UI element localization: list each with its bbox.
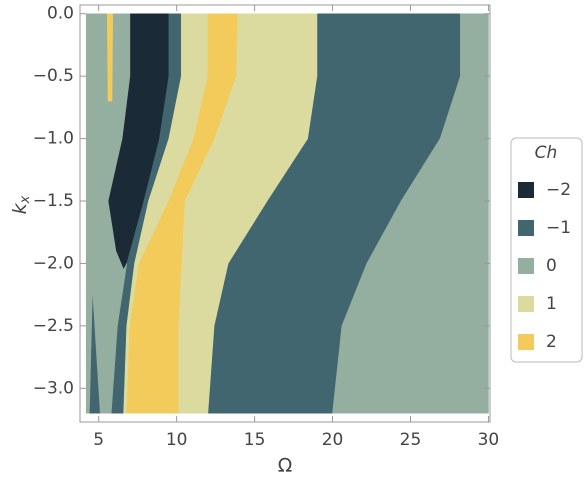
x-tick-label: 10 [166, 430, 188, 450]
legend-swatch [518, 296, 534, 312]
y-tick-label: −0.5 [33, 66, 74, 86]
x-tick-label: 25 [400, 430, 422, 450]
legend-label: 2 [546, 332, 557, 352]
y-tick-label: −1.0 [33, 129, 74, 149]
y-axis-label-sub: x [18, 195, 33, 204]
x-tick-label: 30 [478, 430, 500, 450]
y-tick-label: −2.0 [33, 253, 74, 273]
plot-frame [79, 4, 491, 423]
legend-swatch [518, 220, 534, 236]
region [126, 13, 238, 414]
y-tick-label: −3.0 [33, 378, 74, 398]
legend-label: 1 [546, 294, 557, 314]
x-tick-label: 15 [244, 430, 266, 450]
y-axis-label: kx [9, 195, 33, 214]
legend-swatch [518, 182, 534, 198]
region [106, 13, 114, 102]
legend-swatch [518, 334, 534, 350]
y-tick-label: −1.5 [33, 191, 74, 211]
legend-label: −2 [546, 180, 571, 200]
y-tick-label: 0.0 [47, 4, 74, 24]
x-axis-label: Ω [278, 455, 293, 477]
y-axis-label-main: k [9, 202, 31, 214]
x-tick-label: 5 [93, 430, 104, 450]
regions [85, 13, 489, 414]
legend-box [510, 137, 583, 363]
x-tick-label: 20 [322, 430, 344, 450]
legend-swatch [518, 258, 534, 274]
region [332, 13, 489, 414]
legend-label: −1 [546, 218, 571, 238]
legend-title: Ch [535, 143, 558, 163]
legend-label: 0 [546, 256, 557, 276]
y-tick-label: −2.5 [33, 316, 74, 336]
region [85, 13, 131, 414]
